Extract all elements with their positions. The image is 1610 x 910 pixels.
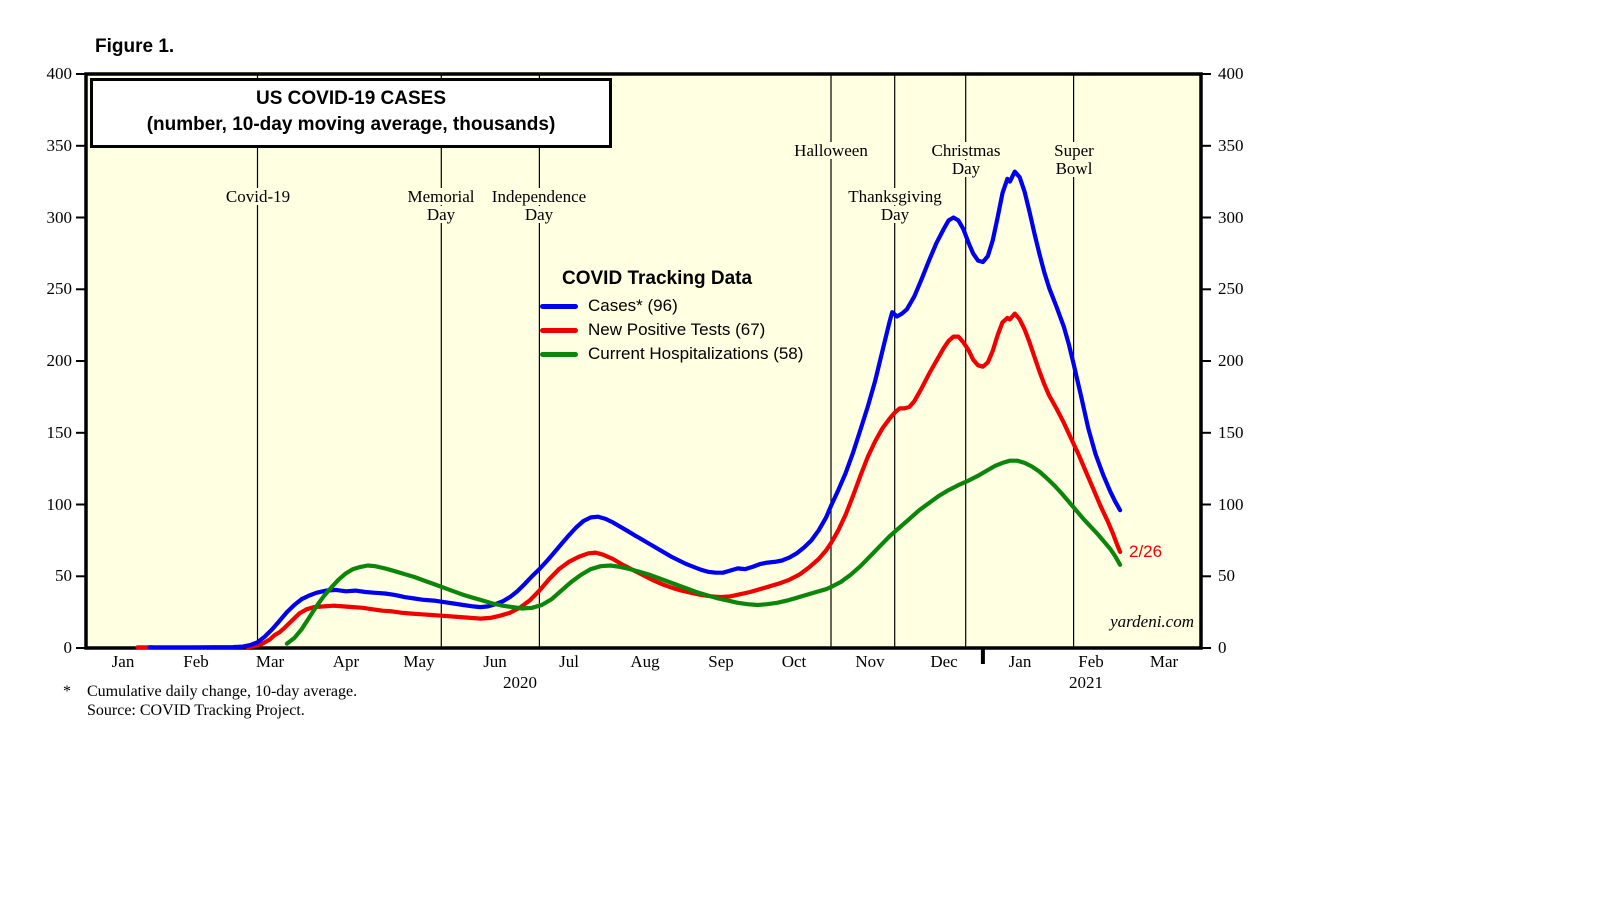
x-axis-month-label: Mar xyxy=(1149,652,1179,671)
legend-item-0: Cases* (96) xyxy=(540,294,803,318)
legend-label: Current Hospitalizations (58) xyxy=(588,344,804,363)
y-axis-label-left: 400 xyxy=(46,64,73,83)
event-label: Memorial xyxy=(404,188,478,205)
legend-label: New Positive Tests (67) xyxy=(588,320,766,339)
event-label: Independence xyxy=(488,188,590,205)
y-axis-label-left: 300 xyxy=(46,208,73,227)
event-label: Bowl xyxy=(1052,159,1096,177)
legend-items: Cases* (96) New Positive Tests (67) Curren… xyxy=(540,294,803,366)
event-label: Day xyxy=(877,205,913,223)
y-axis-label-right: 350 xyxy=(1218,136,1244,155)
y-axis-label-right: 100 xyxy=(1218,495,1244,514)
event-label: Day xyxy=(521,205,557,223)
y-axis-label-left: 100 xyxy=(46,495,73,514)
x-axis-month-label: Jan xyxy=(111,652,135,671)
x-axis-month-label: Nov xyxy=(855,652,885,671)
x-axis-month-label: Feb xyxy=(1078,652,1104,671)
x-axis-month-label: Dec xyxy=(930,652,958,671)
legend-title: COVID Tracking Data xyxy=(562,268,753,289)
x-axis-month-label: Feb xyxy=(183,652,209,671)
legend-swatch xyxy=(540,351,578,357)
y-axis-label-right: 250 xyxy=(1218,279,1244,298)
legend-swatch xyxy=(540,327,578,333)
footnote-asterisk: * xyxy=(63,683,71,700)
x-axis-month-label: Jul xyxy=(559,652,579,671)
y-axis-label-right: 300 xyxy=(1218,208,1244,227)
chart-title: US COVID-19 CASES xyxy=(255,88,447,109)
legend-item-2: Current Hospitalizations (58) xyxy=(540,342,803,366)
legend-label: Cases* (96) xyxy=(588,296,678,315)
latest-value-date-label: 2/26 xyxy=(1129,542,1163,561)
event-label: Super xyxy=(1051,142,1097,159)
x-axis-year-label: 2021 xyxy=(1069,673,1103,692)
x-axis-month-label: Aug xyxy=(630,652,660,671)
x-axis-month-label: May xyxy=(403,652,435,671)
chart-title-box: US COVID-19 CASES (number, 10-day moving… xyxy=(90,78,612,148)
y-axis-label-right: 400 xyxy=(1218,64,1244,83)
event-label: Halloween xyxy=(791,142,871,159)
event-label: Christmas xyxy=(928,142,1004,159)
series-cases-line xyxy=(147,169,1123,650)
x-axis-year-label: 2020 xyxy=(503,673,537,692)
plot-border xyxy=(84,72,1203,650)
y-axis-label-right: 150 xyxy=(1218,423,1244,442)
source-line: Source: COVID Tracking Project. xyxy=(63,701,357,720)
chart-legend: COVID Tracking Data Cases* (96) New Posit… xyxy=(540,268,803,366)
y-axis-label-right: 50 xyxy=(1218,566,1235,585)
event-gridlines xyxy=(256,74,1075,648)
y-axis-label-left: 0 xyxy=(63,638,73,657)
figure-label: Figure 1. xyxy=(95,36,175,57)
x-axis-month-label: Apr xyxy=(332,652,360,671)
chart-subtitle: (number, 10-day moving average, thousand… xyxy=(146,114,556,135)
footnote-line: * Cumulative daily change, 10-day averag… xyxy=(63,682,357,701)
y-axis-label-right: 0 xyxy=(1218,638,1227,657)
y-axis-label-left: 200 xyxy=(46,351,73,370)
y-axis-label-left: 250 xyxy=(46,279,73,298)
x-axis-month-label: Mar xyxy=(255,652,285,671)
y-ticks xyxy=(76,73,1211,649)
event-label: Day xyxy=(948,159,984,177)
event-label: Covid-19 xyxy=(222,188,294,205)
legend-swatch xyxy=(540,303,578,309)
watermark: yardeni.com xyxy=(1110,612,1194,631)
x-axis-month-label: Jun xyxy=(483,652,507,671)
event-label: Thanksgiving xyxy=(845,188,945,205)
footnote-text: Cumulative daily change, 10-day average. xyxy=(87,683,358,700)
source-text: Source: COVID Tracking Project. xyxy=(87,702,305,719)
y-axis-label-left: 50 xyxy=(55,566,72,585)
footnotes: * Cumulative daily change, 10-day averag… xyxy=(63,682,357,720)
y-axis-label-left: 150 xyxy=(46,423,73,442)
y-axis-label-right: 200 xyxy=(1218,351,1244,370)
legend-item-1: New Positive Tests (67) xyxy=(540,318,803,342)
y-axis-label-left: 350 xyxy=(46,136,73,155)
series-current-hospitalizations-line xyxy=(284,458,1123,646)
x-axis-month-label: Sep xyxy=(708,652,734,671)
x-axis-month-label: Oct xyxy=(781,652,807,671)
event-label: Day xyxy=(423,205,459,223)
series-new-positive-tests-line xyxy=(245,311,1123,650)
x-axis-month-label: Jan xyxy=(1008,652,1032,671)
